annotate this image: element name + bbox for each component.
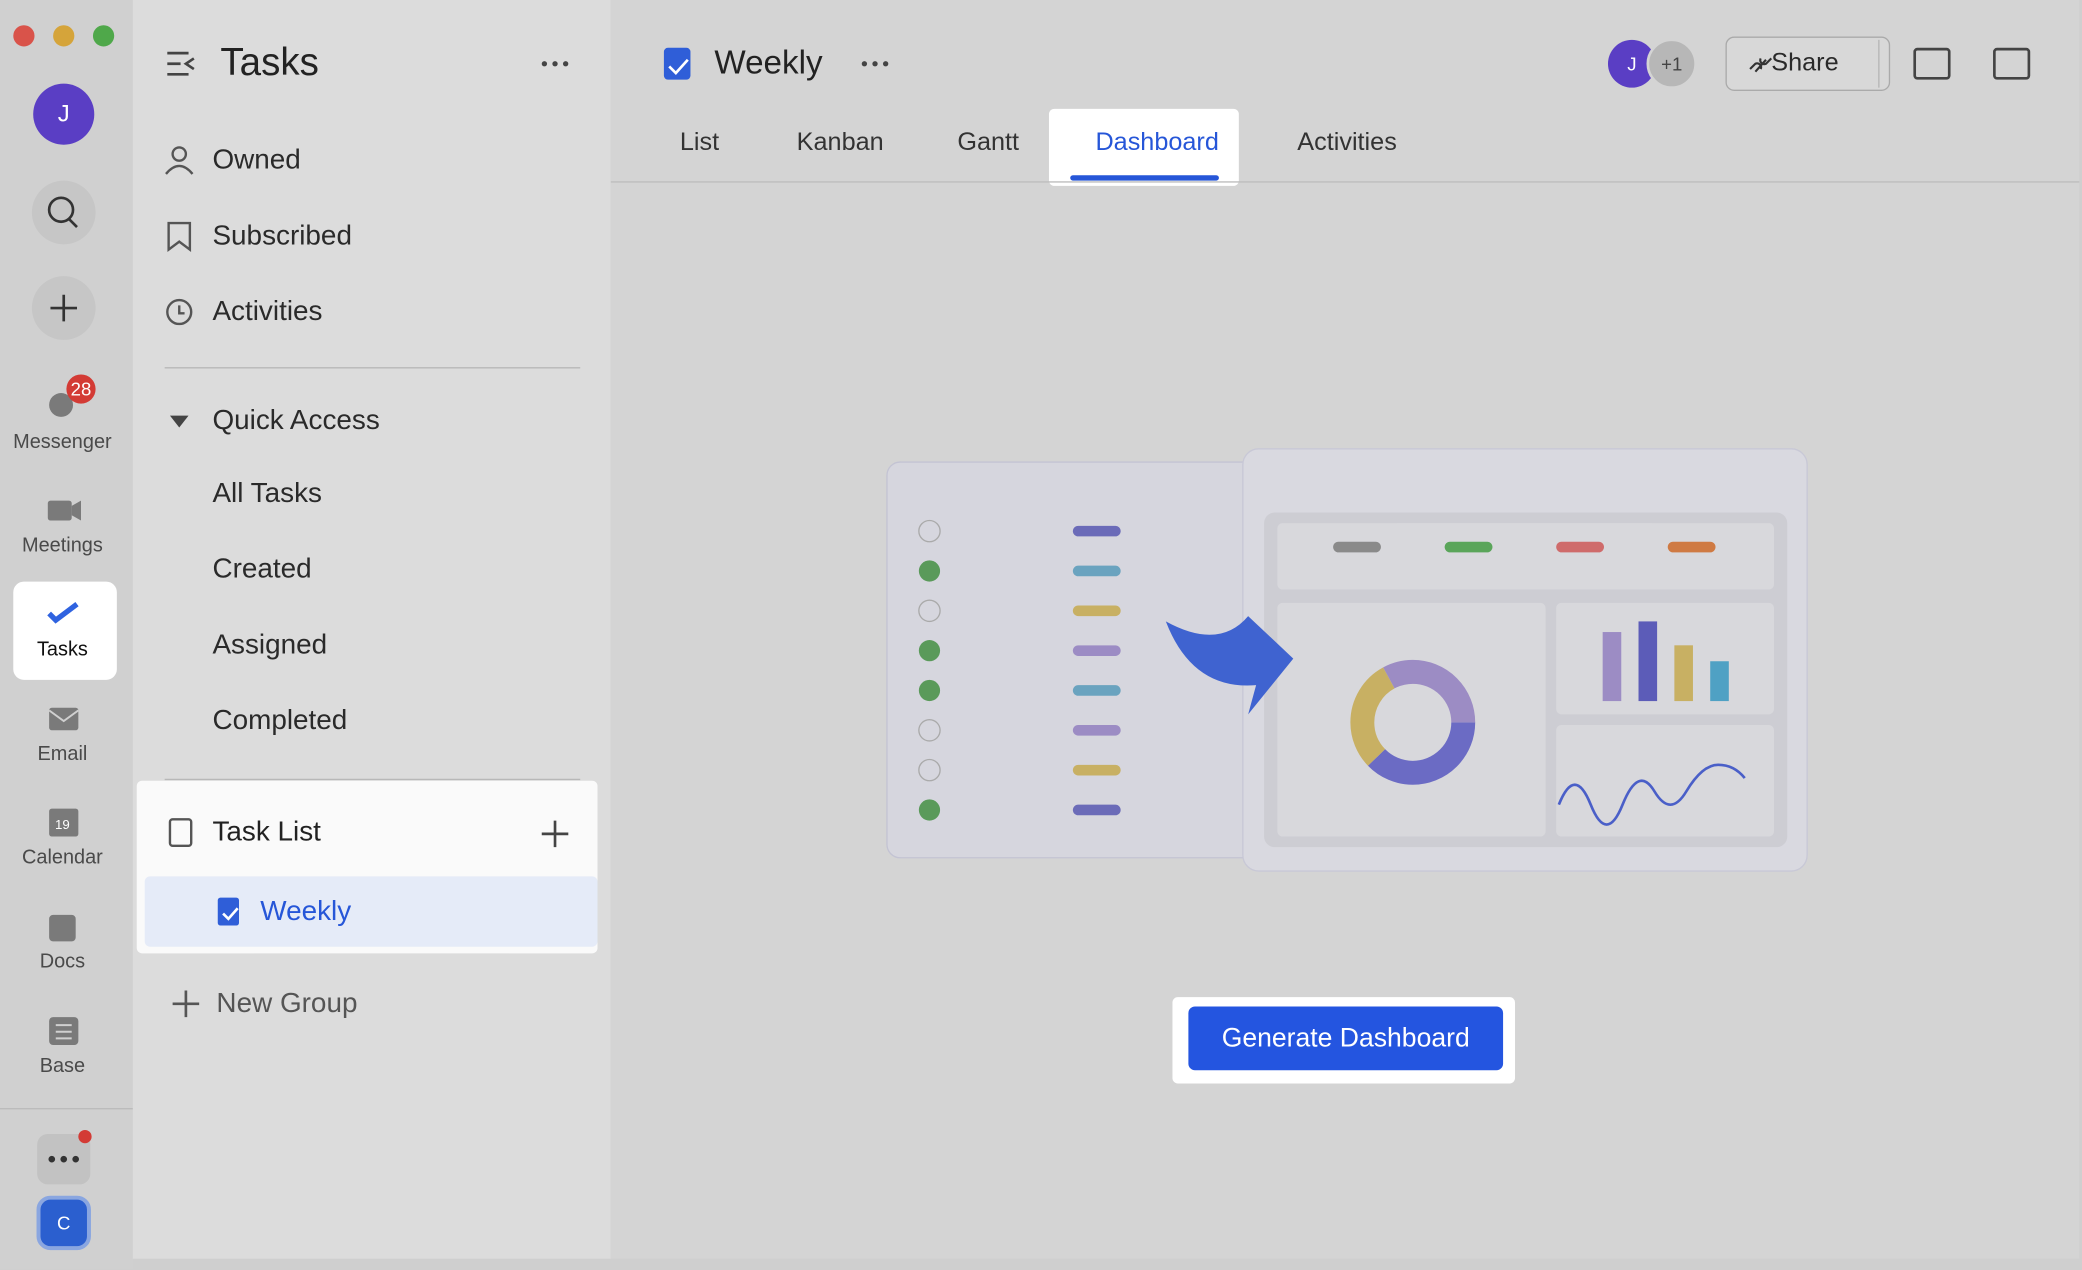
maximize[interactable] bbox=[92, 25, 115, 47]
tab[interactable]: Gantt bbox=[957, 128, 1020, 157]
share-label[interactable]: Share bbox=[1771, 49, 1839, 78]
sidebar-title: Tasks bbox=[220, 41, 319, 85]
more-members[interactable] bbox=[1646, 38, 1697, 89]
nav-item[interactable]: Activities bbox=[212, 296, 323, 327]
meetings-icon bbox=[71, 500, 81, 521]
add-list[interactable] bbox=[541, 820, 569, 848]
notification-dot bbox=[78, 1129, 92, 1144]
header-icons bbox=[610, 36, 2080, 183]
collapse-triangle[interactable] bbox=[169, 415, 189, 428]
minimize[interactable] bbox=[53, 25, 75, 47]
tasks-icon bbox=[47, 602, 79, 624]
tab[interactable]: Dashboard bbox=[1095, 128, 1219, 157]
bottom-avatar[interactable] bbox=[36, 1195, 91, 1251]
new-group[interactable]: New Group bbox=[216, 987, 358, 1019]
window-controls bbox=[13, 25, 115, 47]
tasks-active[interactable] bbox=[13, 581, 117, 680]
nav-item[interactable]: Created bbox=[212, 553, 312, 585]
sidebar-icons bbox=[164, 51, 581, 1018]
new-group-icon[interactable] bbox=[172, 990, 200, 1018]
docs-icon bbox=[49, 914, 76, 942]
nav-item[interactable]: Completed bbox=[212, 705, 348, 736]
avatar[interactable] bbox=[33, 83, 95, 145]
popout[interactable] bbox=[1913, 47, 1951, 80]
sidebar bbox=[132, 0, 611, 1259]
rail-label[interactable]: Base bbox=[39, 1054, 86, 1078]
member-initial: J bbox=[1627, 53, 1637, 75]
new-window[interactable] bbox=[1993, 47, 2031, 80]
generate-dashboard-button[interactable]: Generate Dashboard bbox=[1188, 1006, 1504, 1071]
avatar-initial: J bbox=[57, 100, 70, 127]
bottom-avatar-initial: C bbox=[57, 1212, 71, 1234]
member-count: +1 bbox=[1661, 53, 1683, 75]
illustration-rows bbox=[918, 519, 1121, 821]
active-tab-underline bbox=[1070, 175, 1219, 181]
rail-label[interactable]: Tasks bbox=[36, 638, 88, 661]
tab[interactable]: Activities bbox=[1297, 128, 1397, 157]
nav-item[interactable]: Assigned bbox=[212, 629, 328, 660]
search-icon bbox=[47, 196, 75, 224]
active-tab-bg bbox=[1048, 108, 1239, 186]
share-button[interactable] bbox=[1725, 36, 1891, 91]
task-list-item[interactable]: Weekly bbox=[260, 896, 352, 927]
search[interactable] bbox=[31, 180, 96, 245]
tab[interactable]: Kanban bbox=[796, 128, 884, 157]
rail-label[interactable]: Email bbox=[37, 742, 88, 766]
rail-label[interactable]: Docs bbox=[39, 950, 86, 973]
dashboard-illustration bbox=[886, 448, 1808, 872]
nav-item[interactable]: All Tasks bbox=[212, 478, 322, 509]
section-title[interactable]: Quick Access bbox=[212, 404, 380, 436]
add-icon bbox=[50, 294, 78, 322]
badge-count: 28 bbox=[70, 378, 92, 400]
section-title[interactable]: Task List bbox=[212, 816, 321, 848]
badge bbox=[66, 374, 96, 404]
rail-label[interactable]: Messenger bbox=[13, 430, 112, 454]
page-title: Weekly bbox=[714, 44, 823, 82]
email-icon bbox=[48, 709, 79, 723]
tab[interactable]: List bbox=[679, 128, 720, 157]
collapse-icon[interactable] bbox=[167, 51, 195, 76]
rail-icons bbox=[0, 83, 133, 1251]
search-icon bbox=[68, 218, 78, 228]
base-icon bbox=[55, 1024, 72, 1040]
calendar-icon bbox=[49, 808, 79, 837]
meetings-icon bbox=[47, 500, 72, 521]
nav-item[interactable]: Owned bbox=[212, 144, 301, 176]
rail-label[interactable]: Calendar bbox=[21, 846, 103, 870]
close[interactable] bbox=[13, 25, 35, 47]
rail-label[interactable]: Meetings bbox=[21, 534, 103, 558]
calendar-day: 19 bbox=[55, 818, 70, 834]
messenger-icon bbox=[49, 393, 74, 417]
member-avatar[interactable] bbox=[1607, 39, 1656, 88]
email-icon bbox=[49, 707, 79, 731]
nav-item[interactable]: Subscribed bbox=[212, 220, 352, 251]
